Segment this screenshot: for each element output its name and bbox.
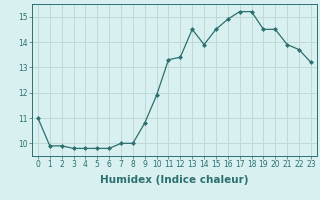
X-axis label: Humidex (Indice chaleur): Humidex (Indice chaleur) [100, 175, 249, 185]
